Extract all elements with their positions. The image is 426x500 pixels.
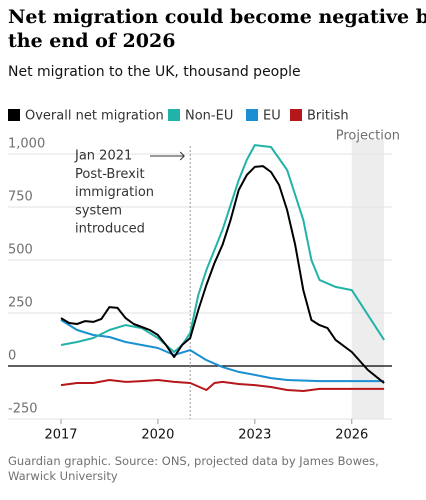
x-tick-label: 2026 bbox=[335, 428, 368, 443]
legend-label: British bbox=[307, 109, 349, 124]
x-tick-label: 2023 bbox=[238, 428, 271, 443]
x-tick-label: 2017 bbox=[44, 428, 77, 443]
legend-label: EU bbox=[263, 109, 281, 124]
y-tick-label: 0 bbox=[8, 349, 16, 364]
legend-swatch bbox=[168, 109, 180, 121]
annotation-text: immigration bbox=[75, 185, 154, 200]
series-line bbox=[60, 379, 385, 392]
projection-band bbox=[351, 140, 385, 419]
series-line bbox=[60, 319, 385, 383]
chart-subtitle: Net migration to the UK, thousand people bbox=[8, 64, 301, 80]
legend-swatch bbox=[290, 109, 302, 121]
legend-label: Overall net migration bbox=[25, 109, 164, 124]
source: Guardian graphic. Source: ONS, projected… bbox=[8, 454, 379, 483]
y-tick-label: 250 bbox=[8, 296, 33, 311]
legend-swatch bbox=[8, 109, 20, 121]
y-tick-label: 500 bbox=[8, 243, 33, 258]
y-tick-label: 750 bbox=[8, 190, 33, 205]
y-tick-label: 1,000 bbox=[8, 137, 45, 152]
legend-label: Non-EU bbox=[185, 109, 233, 124]
y-tick-label: -250 bbox=[8, 402, 38, 417]
x-tick-label: 2020 bbox=[141, 428, 174, 443]
series-line bbox=[60, 144, 385, 353]
legend-swatch bbox=[246, 109, 258, 121]
annotation-arrow bbox=[150, 151, 185, 161]
annotation-text: system bbox=[75, 203, 122, 218]
chart-title: Net migration could become negative by th… bbox=[8, 6, 426, 52]
annotation-text: Jan 2021 bbox=[74, 149, 132, 164]
projection-label: Projection bbox=[336, 129, 400, 144]
annotation-text: introduced bbox=[75, 222, 145, 237]
series-line bbox=[60, 165, 385, 384]
annotation-text: Post-Brexit bbox=[75, 167, 145, 182]
